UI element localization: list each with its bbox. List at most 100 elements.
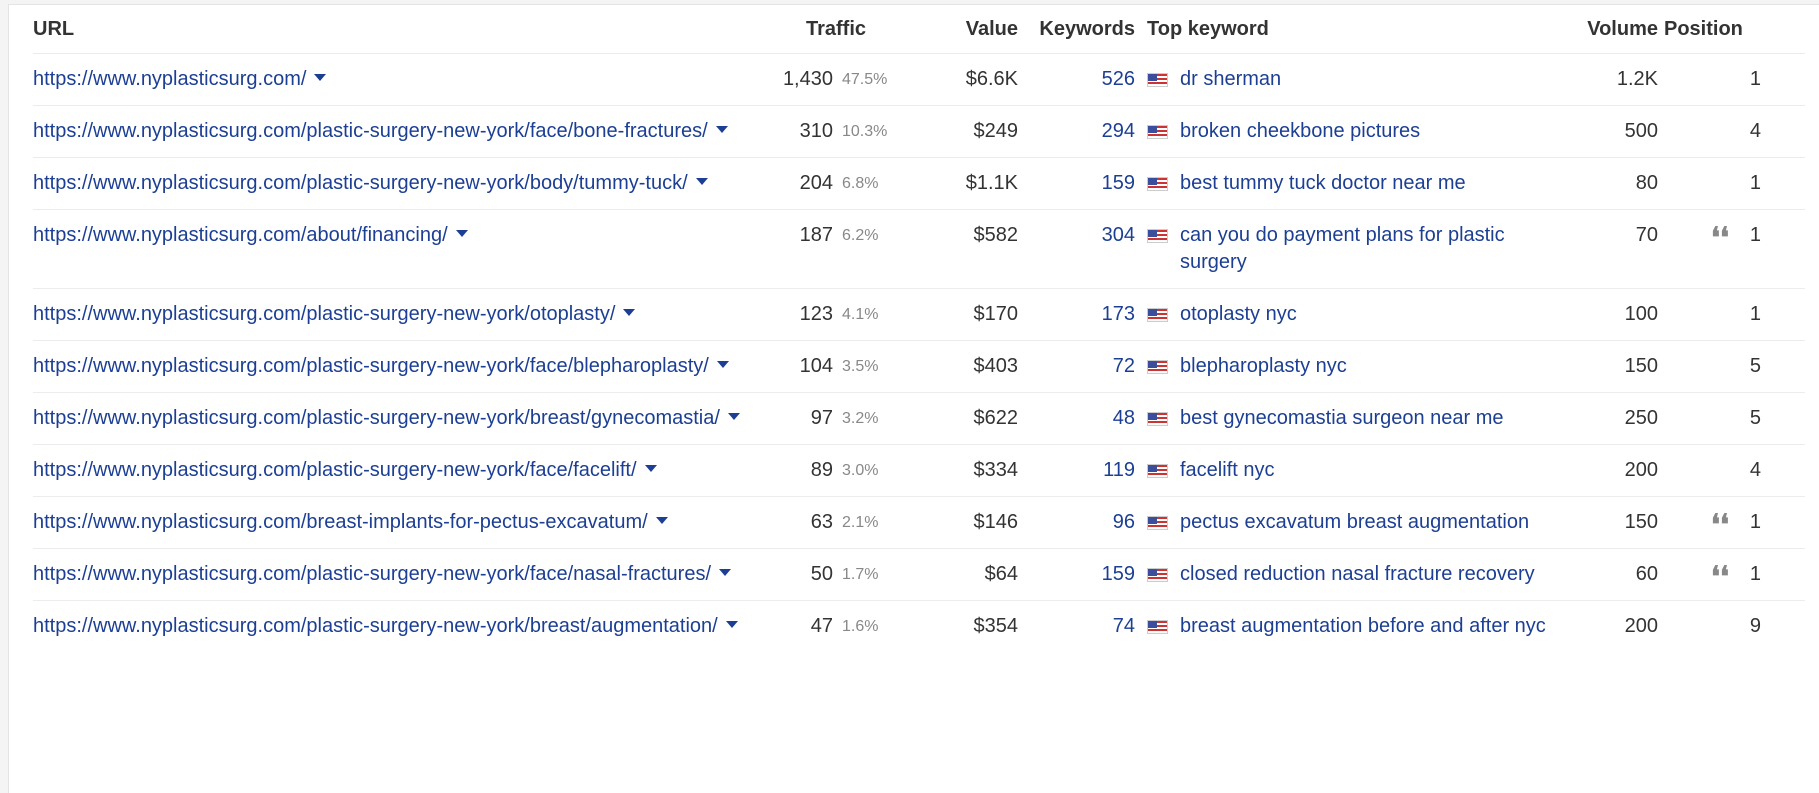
position-value: 1 [1749,172,1761,194]
keywords-link[interactable]: 96 [1112,511,1135,533]
keywords-cell: 173 [1018,288,1135,341]
url-cell: https://www.nyplasticsurg.com/plastic-su… [33,601,761,653]
url-link[interactable]: https://www.nyplasticsurg.com/plastic-su… [33,615,718,637]
position-cell: 4 [1658,444,1805,497]
volume-cell: 100 [1563,288,1658,341]
quote-icon: ❛❛ [1710,560,1729,593]
url-link[interactable]: https://www.nyplasticsurg.com/plastic-su… [33,459,637,481]
table-body: https://www.nyplasticsurg.com/ 1,430 47.5… [33,53,1805,653]
traffic-cell: 310 10.3% [761,105,933,158]
column-header-url[interactable]: URL [33,5,761,54]
top-keyword-link[interactable]: blepharoplasty nyc [1180,355,1347,377]
column-header-top-keyword[interactable]: Top keyword [1135,5,1563,54]
position-value: 1 [1749,303,1761,325]
table-row: https://www.nyplasticsurg.com/plastic-su… [33,340,1805,393]
caret-down-icon[interactable] [727,413,740,421]
top-keyword-link[interactable]: broken cheekbone pictures [1180,120,1421,142]
url-cell: https://www.nyplasticsurg.com/plastic-su… [33,548,761,601]
keywords-link[interactable]: 526 [1101,68,1135,90]
url-link[interactable]: https://www.nyplasticsurg.com/ [33,68,307,90]
caret-down-icon[interactable] [623,309,636,317]
position-cell: ❛❛ 1 [1658,209,1805,289]
top-keyword-cell: dr sherman [1135,53,1563,106]
keywords-link[interactable]: 294 [1101,120,1135,142]
keywords-link[interactable]: 48 [1112,407,1135,429]
top-keyword-link[interactable]: breast augmentation before and after nyc [1180,615,1546,637]
top-pages-table: URL Traffic Value Keywords Top keyword V… [33,5,1805,652]
column-header-volume[interactable]: Volume [1563,5,1658,54]
traffic-value: 1,430 [782,68,833,90]
url-cell: https://www.nyplasticsurg.com/plastic-su… [33,340,761,393]
table-row: https://www.nyplasticsurg.com/plastic-su… [33,548,1805,601]
position-value: 1 [1749,68,1761,90]
position-cell: 1 [1658,288,1805,341]
keywords-link[interactable]: 159 [1101,172,1135,194]
caret-down-icon[interactable] [455,230,468,238]
caret-down-icon[interactable] [314,74,327,82]
url-link[interactable]: https://www.nyplasticsurg.com/about/fina… [33,224,448,246]
traffic-value: 47 [810,615,833,637]
table-row: https://www.nyplasticsurg.com/breast-imp… [33,496,1805,549]
top-keyword-link[interactable]: facelift nyc [1180,459,1275,481]
url-link[interactable]: https://www.nyplasticsurg.com/plastic-su… [33,563,712,585]
volume-cell: 80 [1563,157,1658,210]
position-cell: 1 [1658,157,1805,210]
url-cell: https://www.nyplasticsurg.com/plastic-su… [33,392,761,445]
keywords-cell: 96 [1018,496,1135,549]
url-link[interactable]: https://www.nyplasticsurg.com/plastic-su… [33,407,720,429]
us-flag-icon [1147,620,1168,634]
caret-down-icon[interactable] [655,517,668,525]
top-keyword-link[interactable]: pectus excavatum breast augmentation [1180,511,1530,533]
top-keyword-link[interactable]: best tummy tuck doctor near me [1180,172,1466,194]
value-cell: $170 [933,288,1018,341]
value-cell: $622 [933,392,1018,445]
traffic-cell: 104 3.5% [761,340,933,393]
top-keyword-link[interactable]: best gynecomastia surgeon near me [1180,407,1504,429]
keywords-link[interactable]: 173 [1101,303,1135,325]
traffic-percent: 2.1% [842,514,879,531]
url-link[interactable]: https://www.nyplasticsurg.com/plastic-su… [33,172,688,194]
top-keyword-link[interactable]: otoplasty nyc [1180,303,1297,325]
caret-down-icon[interactable] [695,178,708,186]
position-value: 1 [1749,563,1761,585]
keywords-link[interactable]: 72 [1112,355,1135,377]
caret-down-icon[interactable] [719,569,732,577]
keywords-cell: 119 [1018,444,1135,497]
top-keyword-cell: closed reduction nasal fracture recovery [1135,548,1563,601]
us-flag-icon [1147,177,1168,191]
caret-down-icon[interactable] [725,621,738,629]
caret-down-icon[interactable] [715,126,728,134]
us-flag-icon [1147,412,1168,426]
url-link[interactable]: https://www.nyplasticsurg.com/plastic-su… [33,120,708,142]
top-keyword-link[interactable]: closed reduction nasal fracture recovery [1180,563,1535,585]
url-link[interactable]: https://www.nyplasticsurg.com/breast-imp… [33,511,648,533]
keywords-link[interactable]: 304 [1101,224,1135,246]
keywords-link[interactable]: 74 [1112,615,1135,637]
caret-down-icon[interactable] [644,465,657,473]
keywords-cell: 159 [1018,548,1135,601]
top-keyword-cell: pectus excavatum breast augmentation [1135,496,1563,549]
top-keyword-link[interactable]: can you do payment plans for plastic sur… [1180,224,1505,273]
url-link[interactable]: https://www.nyplasticsurg.com/plastic-su… [33,303,616,325]
table-row: https://www.nyplasticsurg.com/plastic-su… [33,157,1805,210]
url-link[interactable]: https://www.nyplasticsurg.com/plastic-su… [33,355,709,377]
caret-down-icon[interactable] [716,361,729,369]
position-cell: ❛❛ 1 [1658,496,1805,549]
top-keyword-link[interactable]: dr sherman [1180,68,1282,90]
top-pages-panel: URL Traffic Value Keywords Top keyword V… [8,4,1819,793]
keywords-link[interactable]: 159 [1101,563,1135,585]
top-keyword-cell: otoplasty nyc [1135,288,1563,341]
column-header-value[interactable]: Value [933,5,1018,54]
traffic-cell: 1,430 47.5% [761,53,933,106]
value-cell: $64 [933,548,1018,601]
volume-cell: 150 [1563,496,1658,549]
traffic-percent: 47.5% [842,71,888,88]
column-header-traffic[interactable]: Traffic [761,5,933,54]
column-header-position[interactable]: Position [1658,5,1805,54]
volume-cell: 70 [1563,209,1658,289]
value-cell: $582 [933,209,1018,289]
column-header-keywords[interactable]: Keywords [1018,5,1135,54]
keywords-link[interactable]: 119 [1103,459,1135,481]
traffic-cell: 97 3.2% [761,392,933,445]
volume-cell: 1.2K [1563,53,1658,106]
